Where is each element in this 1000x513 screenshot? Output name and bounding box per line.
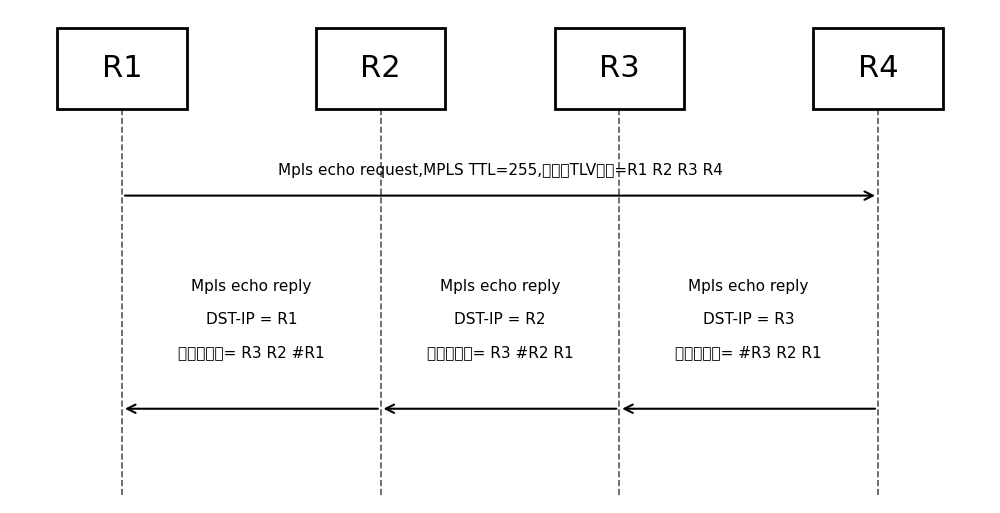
FancyBboxPatch shape xyxy=(316,28,445,109)
Text: Mpls echo reply: Mpls echo reply xyxy=(688,280,809,294)
FancyBboxPatch shape xyxy=(57,28,187,109)
Text: 源路由选项= R3 #R2 R1: 源路由选项= R3 #R2 R1 xyxy=(427,345,573,361)
Text: DST-IP = R2: DST-IP = R2 xyxy=(454,312,546,327)
Text: Mpls echo request,MPLS TTL=255,源路由TLV字段=R1 R2 R3 R4: Mpls echo request,MPLS TTL=255,源路由TLV字段=… xyxy=(278,163,722,178)
FancyBboxPatch shape xyxy=(813,28,943,109)
Text: 源路由选项= #R3 R2 R1: 源路由选项= #R3 R2 R1 xyxy=(675,345,822,361)
FancyBboxPatch shape xyxy=(555,28,684,109)
Text: DST-IP = R1: DST-IP = R1 xyxy=(206,312,297,327)
Text: Mpls echo reply: Mpls echo reply xyxy=(191,280,312,294)
Text: R2: R2 xyxy=(360,54,401,83)
Text: DST-IP = R3: DST-IP = R3 xyxy=(703,312,794,327)
Text: R4: R4 xyxy=(858,54,898,83)
Text: 源路由选项= R3 R2 #R1: 源路由选项= R3 R2 #R1 xyxy=(178,345,325,361)
Text: R1: R1 xyxy=(102,54,142,83)
Text: Mpls echo reply: Mpls echo reply xyxy=(440,280,560,294)
Text: R3: R3 xyxy=(599,54,640,83)
